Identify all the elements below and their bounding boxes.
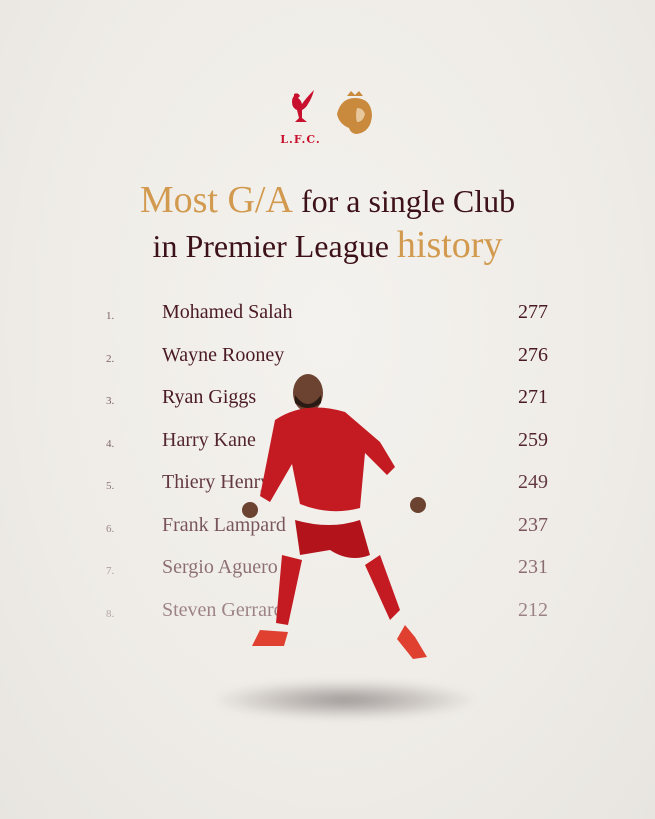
- rank-number: 1.: [106, 310, 115, 322]
- player-image: [242, 374, 427, 659]
- logos: L.F.C.: [0, 88, 655, 146]
- player-name: Harry Kane: [162, 428, 256, 451]
- ranking-row: 7. Sergio Aguero 231: [0, 551, 655, 591]
- ranking-row: 2. Wayne Rooney 276: [0, 339, 655, 379]
- player-shadow: [210, 680, 480, 720]
- ga-value: 276: [518, 343, 548, 366]
- rank-number: 8.: [106, 607, 115, 620]
- ranking-row: 6. Frank Lampard 237: [0, 509, 655, 549]
- headline-highlight-1: Most G/A: [139, 179, 293, 221]
- ga-value: 271: [518, 386, 548, 408]
- rank-number: 7.: [106, 565, 115, 577]
- ranking-row: 3. Ryan Giggs 271: [0, 381, 655, 421]
- player-name: Sergio Aguero: [162, 556, 278, 578]
- headline: Most G/A for a single Club in Premier Le…: [0, 178, 655, 268]
- player-name: Ryan Giggs: [162, 386, 257, 408]
- player-name: Thiery Henry: [162, 471, 271, 493]
- ga-value: 277: [518, 301, 548, 323]
- player-name: Wayne Rooney: [162, 343, 285, 366]
- ga-value: 212: [518, 598, 548, 621]
- lfc-crest: L.F.C.: [280, 88, 321, 146]
- ga-value: 237: [518, 513, 548, 536]
- ranking-row: 1. Mohamed Salah 277: [0, 296, 655, 336]
- rank-number: 3.: [106, 395, 115, 407]
- ranking-row: 8. Steven Gerrard 212: [0, 594, 655, 634]
- player-name: Mohamed Salah: [162, 301, 293, 323]
- headline-highlight-2: history: [396, 224, 503, 266]
- ranking-row: 4. Harry Kane 259: [0, 424, 655, 464]
- headline-text-2: in Premier League: [152, 228, 389, 264]
- premier-league-lion-icon: [336, 91, 372, 134]
- player-name: Frank Lampard: [162, 513, 286, 536]
- ranking-row: 5. Thiery Henry 249: [0, 466, 655, 506]
- rank-number: 4.: [106, 437, 115, 450]
- lfc-text: L.F.C.: [280, 133, 321, 146]
- ga-value: 249: [518, 471, 548, 493]
- rank-number: 2.: [106, 352, 115, 365]
- rank-number: 6.: [106, 522, 115, 535]
- ga-value: 259: [518, 428, 548, 451]
- ga-value: 231: [518, 556, 548, 578]
- rank-number: 5.: [106, 480, 115, 492]
- headline-text-1: for a single Club: [300, 183, 516, 219]
- liver-bird-icon: [291, 90, 314, 122]
- player-name: Steven Gerrard: [162, 598, 284, 621]
